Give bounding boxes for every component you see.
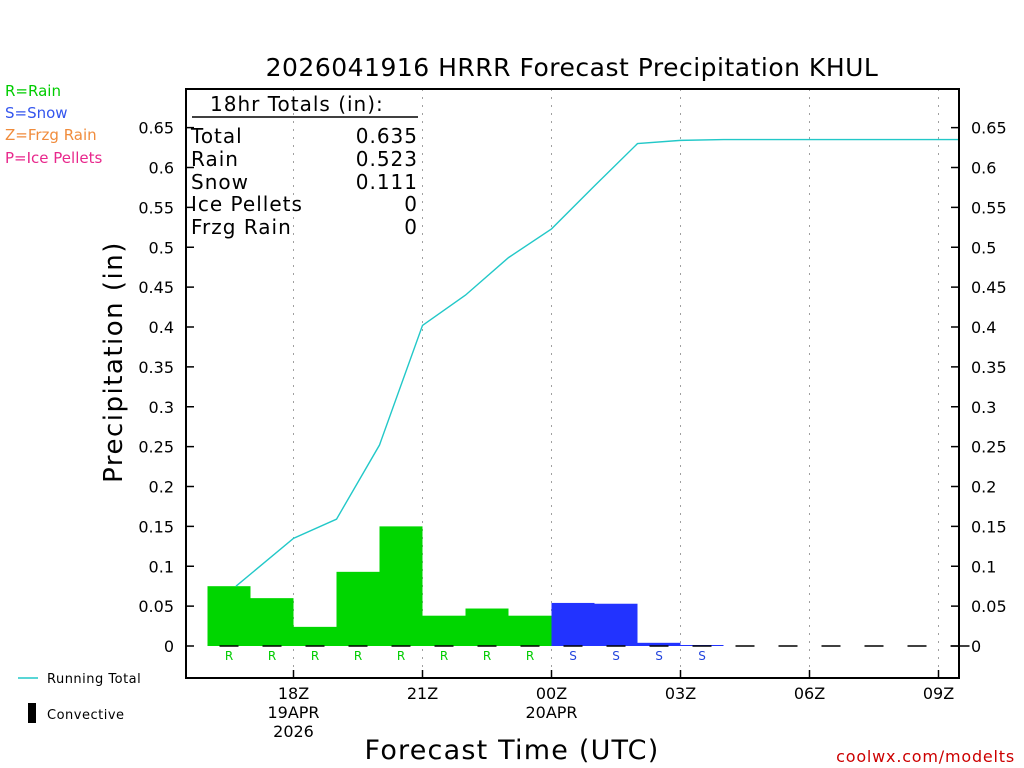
precip-bar-1 xyxy=(250,598,294,646)
y-tick-label-right-5: 0.4 xyxy=(971,318,996,337)
x-tick-label-0-2: 2026 xyxy=(273,722,314,741)
precip-type-label-5: R xyxy=(440,649,448,663)
y-tick-label-left-12: 0.05 xyxy=(138,597,174,616)
y-tick-label-right-2: 0.55 xyxy=(971,198,1007,217)
running-total-legend: Running Total xyxy=(47,672,141,687)
precip-bar-5 xyxy=(422,615,466,646)
precip-type-label-0: R xyxy=(225,649,233,663)
precip-type-label-3: R xyxy=(354,649,362,663)
legend-frzg-rain: Z=Frzg Rain xyxy=(5,126,97,144)
totals-total-value: 0.635 xyxy=(356,124,418,148)
y-tick-label-right-0: 0.65 xyxy=(971,119,1007,138)
running-total-polyline xyxy=(235,138,959,587)
convective-legend: Convective xyxy=(47,708,125,723)
y-tick-label-left-7: 0.3 xyxy=(149,398,174,417)
y-tick-label-right-3: 0.5 xyxy=(971,238,996,257)
y-tick-label-right-8: 0.25 xyxy=(971,438,1007,457)
y-tick-label-left-10: 0.15 xyxy=(138,517,174,536)
precip-bar-2 xyxy=(293,626,337,646)
precip-type-label-7: R xyxy=(526,649,534,663)
precip-type-label-6: R xyxy=(483,649,491,663)
x-axis-label: Forecast Time (UTC) xyxy=(365,735,660,766)
precip-type-label-10: S xyxy=(655,649,663,663)
precip-bar-9 xyxy=(594,603,638,646)
totals-rain-label: Rain xyxy=(191,147,239,171)
bars xyxy=(207,526,724,646)
y-axis: 0.65 0.65 0.6 0.6 0.55 0.55 0.5 0.5 0.45 0.45 0.4 0… xyxy=(138,119,1006,656)
y-axis-label: Precipitation (in) xyxy=(99,241,129,483)
y-tick-label-right-1: 0.6 xyxy=(971,159,996,178)
y-tick-label-left-5: 0.4 xyxy=(149,318,174,337)
y-tick-label-left-2: 0.55 xyxy=(138,198,174,217)
totals-frzg-rain-label: Frzg Rain xyxy=(191,215,292,239)
y-tick-label-right-11: 0.1 xyxy=(971,557,996,576)
x-tick-label-1-0: 21Z xyxy=(407,684,438,703)
precip-type-label-8: S xyxy=(569,649,577,663)
precip-bar-7 xyxy=(508,615,552,646)
y-tick-label-left-13: 0 xyxy=(164,637,174,656)
precip-type-label-2: R xyxy=(311,649,319,663)
legend-ice-pellets: P=Ice Pellets xyxy=(5,149,102,167)
y-tick-label-left-6: 0.35 xyxy=(138,358,174,377)
y-tick-label-right-4: 0.45 xyxy=(971,278,1007,297)
plot-frame xyxy=(185,88,960,679)
totals-title: 18hr Totals (in): xyxy=(210,92,384,116)
y-tick-label-right-6: 0.35 xyxy=(971,358,1007,377)
totals-snow-value: 0.111 xyxy=(356,170,418,194)
precip-bar-6 xyxy=(465,608,509,646)
x-tick-label-0-1: 19APR xyxy=(267,703,319,722)
y-tick-label-right-7: 0.3 xyxy=(971,398,996,417)
y-tick-label-right-9: 0.2 xyxy=(971,478,996,497)
chart-title: 2026041916 HRRR Forecast Precipitation K… xyxy=(266,53,879,82)
x-tick-label-0-0: 18Z xyxy=(278,684,309,703)
y-tick-label-left-3: 0.5 xyxy=(149,238,174,257)
precip-type-label-11: S xyxy=(698,649,706,663)
totals-snow-label: Snow xyxy=(191,170,249,194)
x-tick-label-4-0: 06Z xyxy=(794,684,825,703)
watermark: coolwx.com/modelts xyxy=(836,747,1015,766)
precip-type-label-1: R xyxy=(268,649,276,663)
y-tick-label-right-13: 0 xyxy=(971,637,981,656)
y-tick-label-left-1: 0.6 xyxy=(149,159,174,178)
totals-total-label: Total xyxy=(190,124,243,148)
x-tick-label-2-0: 00Z xyxy=(536,684,567,703)
y-tick-label-left-11: 0.1 xyxy=(149,557,174,576)
precip-bar-3 xyxy=(336,571,380,646)
precip-bar-4 xyxy=(379,526,423,646)
y-tick-label-left-4: 0.45 xyxy=(138,278,174,297)
precip-type-label-4: R xyxy=(397,649,405,663)
y-tick-label-left-8: 0.25 xyxy=(138,438,174,457)
precip-bar-10 xyxy=(637,642,681,646)
y-tick-label-left-0: 0.65 xyxy=(138,119,174,138)
convective-swatch xyxy=(28,703,36,723)
legend-snow: S=Snow xyxy=(5,104,68,122)
precip-type-legend: R=Rain S=Snow Z=Frzg Rain P=Ice Pellets xyxy=(5,82,102,167)
precip-bar-0 xyxy=(207,586,251,646)
y-tick-label-right-12: 0.05 xyxy=(971,597,1007,616)
precip-bar-8 xyxy=(551,602,595,646)
x-tick-label-3-0: 03Z xyxy=(665,684,696,703)
totals-ice-pellets-label: Ice Pellets xyxy=(191,192,303,216)
y-tick-label-right-10: 0.15 xyxy=(971,517,1007,536)
precip-type-label-9: S xyxy=(612,649,620,663)
x-tick-label-5-0: 09Z xyxy=(923,684,954,703)
running-total-line xyxy=(235,138,959,587)
totals-frzg-rain-value: 0 xyxy=(404,215,418,239)
x-tick-label-2-1: 20APR xyxy=(525,703,577,722)
totals-box: 18hr Totals (in): Total 0.635 Rain 0.523… xyxy=(190,92,418,239)
y-tick-label-left-9: 0.2 xyxy=(149,478,174,497)
legend-rain: R=Rain xyxy=(5,82,61,100)
totals-ice-pellets-value: 0 xyxy=(404,192,418,216)
totals-rain-value: 0.523 xyxy=(356,147,418,171)
line-legend: Running Total Convective xyxy=(18,672,141,723)
